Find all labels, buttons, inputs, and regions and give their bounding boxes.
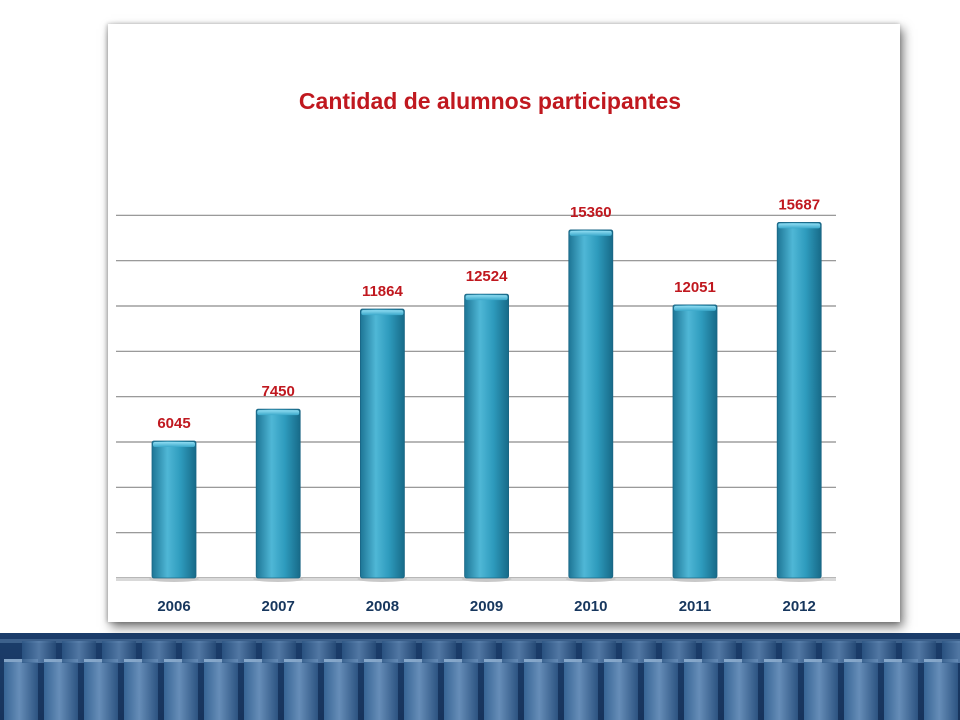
band-column [844,659,878,720]
band-column-back [542,641,576,663]
band-column-back [702,641,736,663]
band-column [404,659,438,720]
band-column [84,659,118,720]
band-column [364,659,398,720]
data-label-2012: 15687 [778,196,820,213]
bar-2009 [464,293,510,579]
data-label-2007: 7450 [262,383,295,400]
x-tick-2009: 2009 [470,598,503,615]
band-column-back [782,641,816,663]
x-tick-2008: 2008 [366,598,399,615]
data-label-2008: 11864 [362,283,404,300]
band-column-back [462,641,496,663]
x-tick-2011: 2011 [679,598,712,615]
band-column-back [382,641,416,663]
bar-cap [569,230,612,236]
band-column [684,659,718,720]
band-column-back [182,641,216,663]
band-column-back [742,641,776,663]
data-label-2011: 12051 [674,279,716,296]
data-label-2009: 12524 [466,268,508,285]
bar-cap [778,223,821,229]
band-column [644,659,678,720]
band-column [164,659,198,720]
band-column [524,659,558,720]
band-column-back [302,641,336,663]
x-tick-2012: 2012 [783,598,816,615]
bar-2008 [359,308,405,579]
band-column-back [942,641,960,663]
band-column-back [422,641,456,663]
x-tick-2007: 2007 [262,598,295,615]
band-column-back [662,641,696,663]
band-column [804,659,838,720]
band-column [564,659,598,720]
x-tick-2006: 2006 [157,598,190,615]
bar-2012 [776,222,822,579]
bar-cap [257,410,300,416]
chart-title: Cantidad de alumnos participantes [299,88,681,114]
band-column-back [342,641,376,663]
band-column [444,659,478,720]
band-column [244,659,278,720]
band-column-back [902,641,936,663]
band-column [764,659,798,720]
bars [149,222,825,582]
band-column [884,659,918,720]
bar-chart: Cantidad de alumnos participantes 6045 74… [116,88,836,615]
band-column-back [142,641,176,663]
band-column [484,659,518,720]
band-column-back [22,641,56,663]
band-column-back [822,641,856,663]
band-column [604,659,638,720]
band-column [124,659,158,720]
bar-cap [465,295,508,301]
x-tick-2010: 2010 [574,598,607,615]
band-column [324,659,358,720]
band-column [284,659,318,720]
band-column-back [622,641,656,663]
band-column [204,659,238,720]
bar-2006 [151,440,197,579]
data-label-2010: 15360 [570,204,612,221]
band-column-back [62,641,96,663]
band-column-back [102,641,136,663]
band-column-back [502,641,536,663]
band-column-back [862,641,896,663]
bar-cap [674,305,716,311]
slide-footer-band [0,633,960,720]
data-label-2006: 6045 [157,415,190,432]
band-column [4,659,38,720]
band-column-back [582,641,616,663]
bar-2010 [568,229,614,579]
bar-2011 [672,304,718,579]
band-column [724,659,758,720]
band-column [924,659,958,720]
band-column-back [262,641,296,663]
bar-cap [153,441,195,447]
bar-2007 [255,408,301,579]
bar-cap [361,310,404,316]
data-labels: 6045 7450 11864 12524 15360 12051 15687 [157,196,820,432]
band-column-back [222,641,256,663]
chart-card: Cantidad de alumnos participantes 6045 74… [108,24,900,622]
x-axis-tick-labels: 2006 2007 2008 2009 2010 2011 2012 [157,598,816,615]
band-column [44,659,78,720]
